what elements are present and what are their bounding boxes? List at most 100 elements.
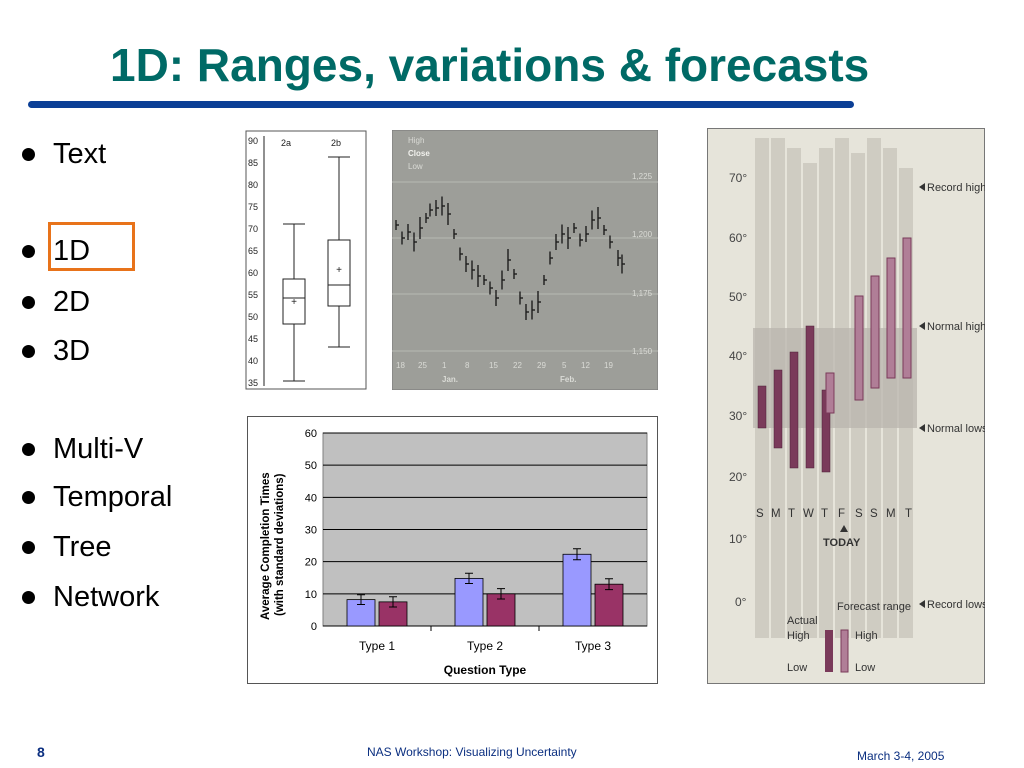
- y-tick-label: 45: [248, 334, 258, 344]
- bullet-text: Text: [53, 138, 107, 170]
- stock-x-tick: 19: [604, 361, 613, 370]
- box-label-2b: 2b: [331, 138, 341, 148]
- legend-forecast-label: Forecast range: [837, 601, 911, 613]
- stock-x-tick: 15: [489, 361, 498, 370]
- bullet-dot-icon: [22, 245, 35, 258]
- bullet-item: 3D: [22, 335, 90, 368]
- bar: [454, 577, 484, 627]
- bullet-dot-icon: [22, 591, 35, 604]
- y-axis-label: Average Completion Times (with standard …: [260, 469, 286, 620]
- forecast-range-bar: [825, 372, 835, 414]
- error-bar: [573, 548, 581, 561]
- record-highs-arrow-icon: [919, 183, 925, 191]
- bullet-dot-icon: [22, 296, 35, 309]
- weather-day-label: T: [788, 508, 795, 520]
- bullet-text: 3D: [53, 335, 91, 367]
- weather-y-tick: 40°: [729, 349, 747, 363]
- error-bar: [497, 588, 505, 600]
- current-topic-highlight: [48, 222, 135, 271]
- mean-marker-2b: +: [336, 265, 342, 276]
- bullet-item: Multi-V: [22, 433, 143, 466]
- title-underline: [28, 101, 854, 108]
- y-tick-label: 60: [248, 268, 258, 278]
- stock-y-tick: 1,175: [632, 289, 653, 298]
- bullet-text: 2D: [53, 286, 91, 318]
- footer-date: March 3-4, 2005: [857, 749, 945, 763]
- annotation-normal-lows: Normal lows: [927, 423, 985, 435]
- weather-day-label: T: [905, 508, 912, 520]
- stock-month-feb: Feb.: [560, 375, 576, 384]
- legend-actual-bar: [825, 630, 833, 672]
- annotation-text: Record highs: [927, 182, 985, 194]
- bullet-text: Tree: [53, 531, 112, 563]
- weather-y-tick: 0°: [735, 595, 747, 609]
- y-axis-label-line-1: Average Completion Times: [260, 472, 272, 620]
- forecast-range-bar: [886, 257, 896, 379]
- stock-legend-low: Low: [408, 162, 423, 171]
- weather-day-label: S: [855, 508, 863, 520]
- forecast-range-bar: [854, 295, 864, 401]
- normal-lows-arrow-icon: [919, 424, 925, 432]
- bullet-text: 1D: [53, 235, 91, 267]
- annotation-record-lows: Record lows: [927, 599, 985, 611]
- bullet-dot-icon: [22, 345, 35, 358]
- weather-forecast-chart: 70° 60° 50° 40° 30° 20° 10° 0° S M T W T…: [707, 128, 985, 684]
- error-bar: [389, 596, 397, 608]
- normal-highs-arrow-icon: [919, 322, 925, 330]
- today-arrow-icon: [840, 525, 848, 532]
- category-label: Type 1: [359, 639, 395, 653]
- weather-y-tick: 60°: [729, 231, 747, 245]
- y-tick-label: 10: [305, 589, 317, 601]
- y-tick-label: 40: [305, 492, 317, 504]
- stock-y-tick: 1,150: [632, 347, 653, 356]
- stock-x-tick: 1: [442, 361, 447, 370]
- bullet-dot-icon: [22, 491, 35, 504]
- box-plot-frame: [245, 130, 367, 390]
- stock-x-tick: 12: [581, 361, 590, 370]
- legend-actual-high: High: [787, 630, 810, 642]
- y-tick-label: 40: [248, 356, 258, 366]
- y-tick-label: 60: [305, 428, 317, 440]
- bullet-item: Network: [22, 581, 159, 614]
- error-bar: [357, 594, 365, 605]
- box-label-2a: 2a: [281, 138, 291, 148]
- page-number: 8: [37, 744, 45, 760]
- slide-title: 1D: Ranges, variations & forecasts: [110, 39, 870, 91]
- stock-y-tick: 1,225: [632, 172, 653, 181]
- y-tick-label: 20: [305, 557, 317, 569]
- weather-frame: [707, 128, 985, 684]
- y-tick-label: 75: [248, 202, 258, 212]
- forecast-range-bar: [870, 275, 880, 389]
- bullet-dot-icon: [22, 443, 35, 456]
- weather-y-tick: 70°: [729, 171, 747, 185]
- weather-day-label: S: [870, 508, 878, 520]
- weather-y-tick: 10°: [729, 532, 747, 546]
- weather-y-tick: 50°: [729, 290, 747, 304]
- bullet-item: 2D: [22, 286, 90, 319]
- bar-chart-gridlines: [323, 432, 647, 627]
- stock-x-tick: 18: [396, 361, 405, 370]
- y-tick-label: 70: [248, 224, 258, 234]
- y-tick-label: 50: [248, 312, 258, 322]
- weather-day-label: M: [771, 508, 781, 520]
- y-tick-label: 85: [248, 158, 258, 168]
- y-tick-label: 65: [248, 246, 258, 256]
- annotation-record-highs: Record highs: [927, 182, 985, 194]
- mean-marker-2a: +: [291, 297, 297, 308]
- bullet-item: Temporal: [22, 481, 172, 514]
- legend-forecast-high: High: [855, 630, 878, 642]
- weather-day-label: M: [886, 508, 896, 520]
- footer-title: NAS Workshop: Visualizing Uncertainty: [367, 745, 577, 759]
- y-tick-label: 80: [248, 180, 258, 190]
- error-bar: [465, 572, 473, 585]
- stock-y-tick: 1,200: [632, 230, 653, 239]
- category-label: Type 3: [575, 639, 611, 653]
- stock-x-tick: 25: [418, 361, 427, 370]
- stock-x-tick: 22: [513, 361, 522, 370]
- actual-temp-bar: [773, 369, 783, 449]
- bullet-item: 1D: [22, 235, 90, 268]
- bullet-item: Tree: [22, 531, 112, 564]
- y-axis-label-line-2: (with standard deviations): [274, 473, 286, 616]
- stock-chart: High Close Low 1,225 1,200 1,175 1,150 1…: [392, 130, 658, 390]
- error-bar: [605, 578, 613, 591]
